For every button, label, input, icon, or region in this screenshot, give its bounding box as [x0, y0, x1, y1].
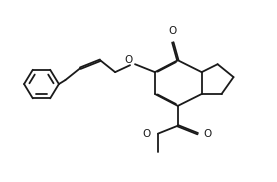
- Text: O: O: [169, 26, 177, 36]
- Text: O: O: [204, 129, 212, 139]
- Text: O: O: [124, 55, 132, 65]
- Text: O: O: [143, 129, 151, 139]
